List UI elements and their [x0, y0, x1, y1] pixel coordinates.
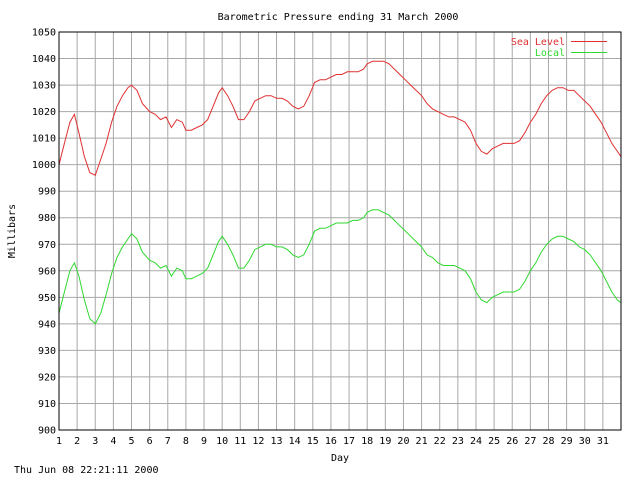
x-tick-label: 5	[129, 436, 135, 447]
generated-timestamp: Thu Jun 08 22:21:11 2000	[14, 465, 159, 476]
x-tick-label: 29	[561, 436, 573, 447]
x-axis-label: Day	[331, 453, 349, 464]
x-tick-label: 20	[397, 436, 409, 447]
y-tick-label: 1010	[32, 134, 56, 145]
x-tick-label: 23	[452, 436, 464, 447]
y-tick-label: 900	[38, 426, 56, 437]
legend-label: Sea Level	[511, 37, 565, 48]
x-tick-label: 28	[542, 436, 554, 447]
x-tick-label: 27	[524, 436, 536, 447]
chart-title: Barometric Pressure ending 31 March 2000	[218, 12, 459, 23]
y-tick-label: 970	[38, 240, 56, 251]
series-lines	[58, 60, 622, 325]
x-tick-label: 3	[92, 436, 98, 447]
plot-frame	[58, 31, 622, 431]
y-tick-label: 930	[38, 346, 56, 357]
x-tick-label: 31	[597, 436, 609, 447]
x-axis-ticks: 1 2 3 4 5 6 7 8 9 10 11 12 13 14 15 16 17 18 19 20 21 22 23 24 2…	[56, 436, 609, 447]
series-line-sea-level	[58, 60, 622, 176]
x-tick-label: 19	[379, 436, 391, 447]
y-tick-label: 940	[38, 319, 56, 330]
x-tick-label: 17	[343, 436, 355, 447]
x-tick-label: 2	[74, 436, 80, 447]
series-line-local	[58, 209, 622, 325]
y-tick-label: 980	[38, 213, 56, 224]
y-tick-label: 910	[38, 399, 56, 410]
x-tick-label: 13	[271, 436, 283, 447]
x-tick-label: 6	[147, 436, 153, 447]
y-tick-label: 960	[38, 266, 56, 277]
x-tick-label: 14	[289, 436, 301, 447]
y-tick-label: 920	[38, 372, 56, 383]
legend-label: Local	[535, 48, 565, 59]
x-tick-label: 8	[183, 436, 189, 447]
y-tick-label: 1030	[32, 81, 56, 92]
y-tick-label: 950	[38, 293, 56, 304]
x-tick-label: 12	[252, 436, 264, 447]
x-tick-label: 26	[506, 436, 518, 447]
x-tick-label: 11	[234, 436, 246, 447]
x-tick-label: 7	[165, 436, 171, 447]
x-tick-label: 25	[488, 436, 500, 447]
x-tick-label: 1	[56, 436, 62, 447]
x-tick-label: 10	[216, 436, 228, 447]
y-tick-label: 1050	[32, 28, 56, 39]
x-tick-label: 30	[579, 436, 591, 447]
x-tick-label: 16	[325, 436, 337, 447]
x-tick-label: 22	[434, 436, 446, 447]
y-axis-ticks: 900 910 920 930 940 950 960 970 980 990 1000 1010 10…	[32, 28, 56, 437]
y-tick-label: 990	[38, 187, 56, 198]
y-axis-label: Millibars	[7, 204, 18, 258]
x-tick-label: 24	[470, 436, 482, 447]
x-tick-label: 21	[416, 436, 428, 447]
x-tick-label: 4	[110, 436, 116, 447]
grid-lines	[58, 31, 621, 431]
x-tick-label: 9	[201, 436, 207, 447]
y-tick-label: 1040	[32, 54, 56, 65]
x-tick-label: 18	[361, 436, 373, 447]
x-tick-label: 15	[307, 436, 319, 447]
y-tick-label: 1000	[32, 160, 56, 171]
y-tick-label: 1020	[32, 107, 56, 118]
